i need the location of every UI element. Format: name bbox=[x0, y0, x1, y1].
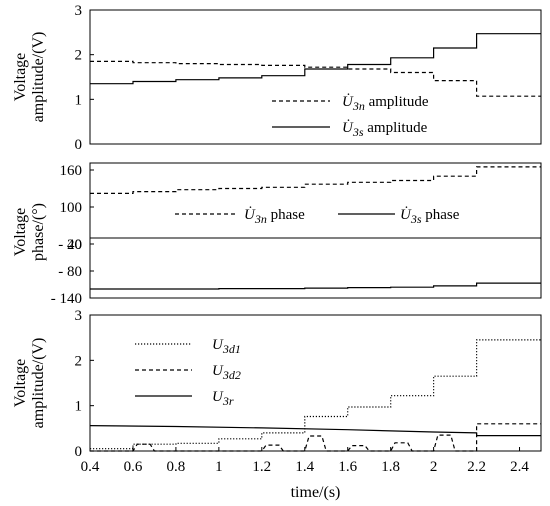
series-line-0-1 bbox=[90, 33, 541, 85]
x-tick-label-10: 2.4 bbox=[510, 459, 529, 475]
plot-frame-1 bbox=[89, 162, 542, 299]
y-tick-label-2-1: 1 bbox=[75, 399, 83, 415]
y-tick-label-0-2: 2 bbox=[75, 48, 83, 64]
series-line-2-2 bbox=[89, 425, 541, 437]
x-tick-label-8: 2 bbox=[430, 459, 438, 475]
y-tick-label-2-3: 3 bbox=[75, 308, 83, 324]
y-axis-label-2: Voltageamplitude/(V) bbox=[12, 338, 47, 429]
x-tick-label-0: 0.4 bbox=[81, 459, 100, 475]
x-tick-label-9: 2.2 bbox=[467, 459, 486, 475]
y-tick-label-2-2: 2 bbox=[75, 353, 83, 369]
plot-frame-2 bbox=[89, 314, 542, 452]
y-tick-label-1-5: - 140 bbox=[51, 291, 82, 307]
y-tick-label-1-0: 160 bbox=[60, 163, 83, 179]
series-line-2-1 bbox=[90, 423, 541, 452]
x-tick-label-4: 1.2 bbox=[252, 459, 271, 475]
x-tick-label-3: 1 bbox=[215, 459, 223, 475]
x-tick-label-6: 1.6 bbox=[338, 459, 357, 475]
y-tick-label-0-1: 1 bbox=[75, 92, 83, 108]
y-tick-label-1-1: 100 bbox=[60, 200, 83, 216]
series-line-1-0 bbox=[90, 166, 541, 194]
x-tick-label-5: 1.4 bbox=[295, 459, 314, 475]
series-line-2-0 bbox=[90, 339, 541, 450]
y-axis-label-1: Voltagephase/(°) bbox=[12, 203, 47, 261]
y-tick-label-1-4: - 80 bbox=[58, 264, 82, 280]
x-axis-label: time/(s) bbox=[291, 484, 341, 501]
x-tick-label-7: 1.8 bbox=[381, 459, 400, 475]
plot-frame-0 bbox=[89, 9, 542, 145]
legend-label-0-0: U̇3n amplitude bbox=[342, 94, 429, 113]
legend-label-1-1: U̇3s phase bbox=[400, 207, 460, 226]
series-line-0-0 bbox=[90, 60, 541, 97]
series-line-1-1 bbox=[90, 282, 541, 290]
y-tick-label-1-3: - 20 bbox=[58, 237, 82, 253]
x-tick-label-1: 0.6 bbox=[124, 459, 143, 475]
x-tick-label-2: 0.8 bbox=[167, 459, 186, 475]
y-axis-label-0: Voltageamplitude/(V) bbox=[12, 32, 47, 123]
y-tick-label-0-0: 0 bbox=[75, 137, 83, 153]
y-tick-label-1-2: 40 bbox=[67, 237, 82, 253]
y-tick-label-2-0: 0 bbox=[75, 444, 83, 460]
legend-label-1-0: U̇3n phase bbox=[244, 207, 305, 226]
legend-label-2-2: U3r bbox=[212, 389, 234, 408]
legend-label-0-1: U̇3s amplitude bbox=[342, 120, 428, 139]
legend-label-2-0: U3d1 bbox=[212, 337, 241, 356]
y-tick-label-0-3: 3 bbox=[75, 3, 83, 19]
legend-label-2-1: U3d2 bbox=[212, 363, 241, 382]
